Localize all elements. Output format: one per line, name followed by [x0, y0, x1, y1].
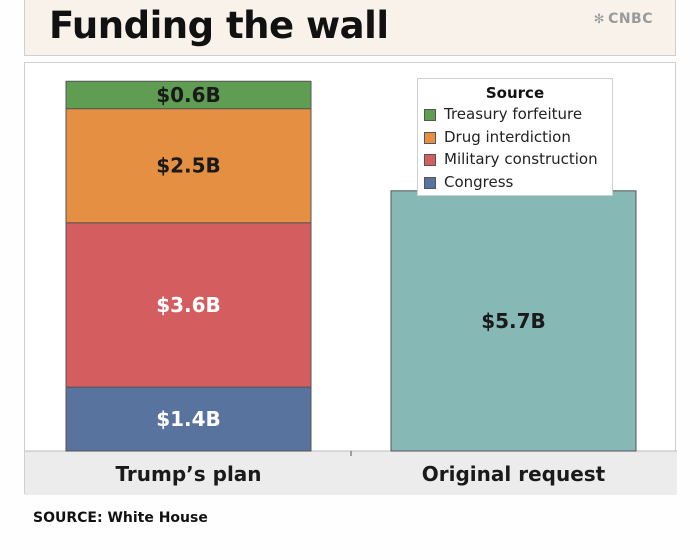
data-label: $5.7B	[481, 309, 546, 333]
legend-swatch	[424, 154, 436, 166]
data-label: $3.6B	[156, 293, 221, 317]
legend-swatch	[424, 131, 436, 144]
legend-label: Drug interdiction	[444, 127, 571, 146]
brand-name: CNBC	[608, 11, 653, 27]
data-label: $1.4B	[156, 407, 221, 431]
x-axis-band	[25, 451, 677, 495]
header-bar: Funding the wall ✻ CNBC	[24, 0, 676, 56]
peacock-icon: ✻	[593, 12, 606, 27]
legend-swatch	[424, 176, 436, 189]
legend-title: Source	[485, 84, 545, 102]
chart-title: Funding the wall	[49, 4, 389, 47]
x-tick-label: Original request	[422, 462, 606, 486]
data-label: $2.5B	[156, 154, 221, 178]
legend-swatch	[424, 109, 436, 121]
stacked-bar-chart: $1.4B $3.6B $2.5B $0.6B $5.7B Trump’s plan Ori…	[25, 80, 677, 495]
legend-label: Treasury forfeiture	[444, 105, 583, 123]
bar-segment	[390, 190, 637, 452]
source-note: SOURCE: White House	[33, 510, 208, 526]
bar-segment	[65, 222, 312, 388]
x-tick-label: Trump’s plan	[115, 462, 261, 486]
legend-label: Military construction	[444, 150, 598, 168]
legend-label: Congress	[444, 172, 514, 191]
bar-segment	[65, 80, 312, 110]
brand-logo: ✻ CNBC	[594, 11, 653, 27]
legend: Source Treasury forfeiture Drug interdict…	[417, 78, 613, 196]
bar-segment	[65, 108, 312, 224]
data-label: $0.6B	[156, 83, 221, 107]
bar-segment	[65, 386, 312, 452]
